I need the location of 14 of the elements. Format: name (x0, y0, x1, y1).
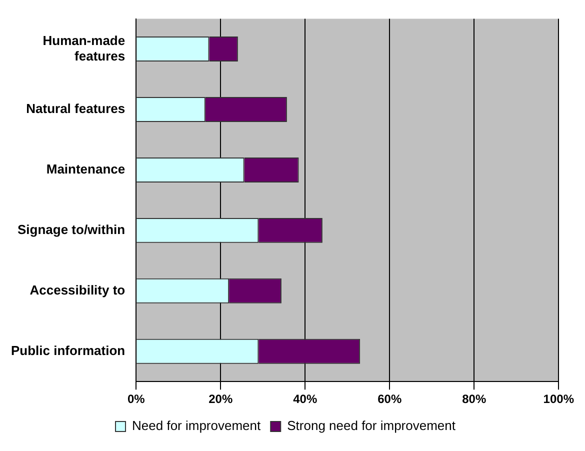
x-tick-label: 40% (293, 392, 318, 406)
x-tick-label: 0% (127, 392, 146, 406)
legend-label: Strong need for improvement (287, 418, 456, 434)
legend-label: Need for improvement (132, 418, 262, 434)
y-tick-label: Public information (10, 342, 126, 358)
y-tick-label: Signage to/within (18, 222, 126, 238)
y-tick-label: Accessibility to (30, 282, 126, 298)
x-tick-label: 100% (543, 392, 574, 406)
x-tick-label: 80% (462, 392, 486, 406)
y-tick-label: Natural features (26, 101, 126, 116)
x-tick-label: 20% (208, 392, 233, 406)
y-tick-label: Maintenance (46, 162, 126, 177)
x-tick-label: 60% (378, 392, 402, 406)
y-tick-label: Human-made features (42, 32, 126, 64)
